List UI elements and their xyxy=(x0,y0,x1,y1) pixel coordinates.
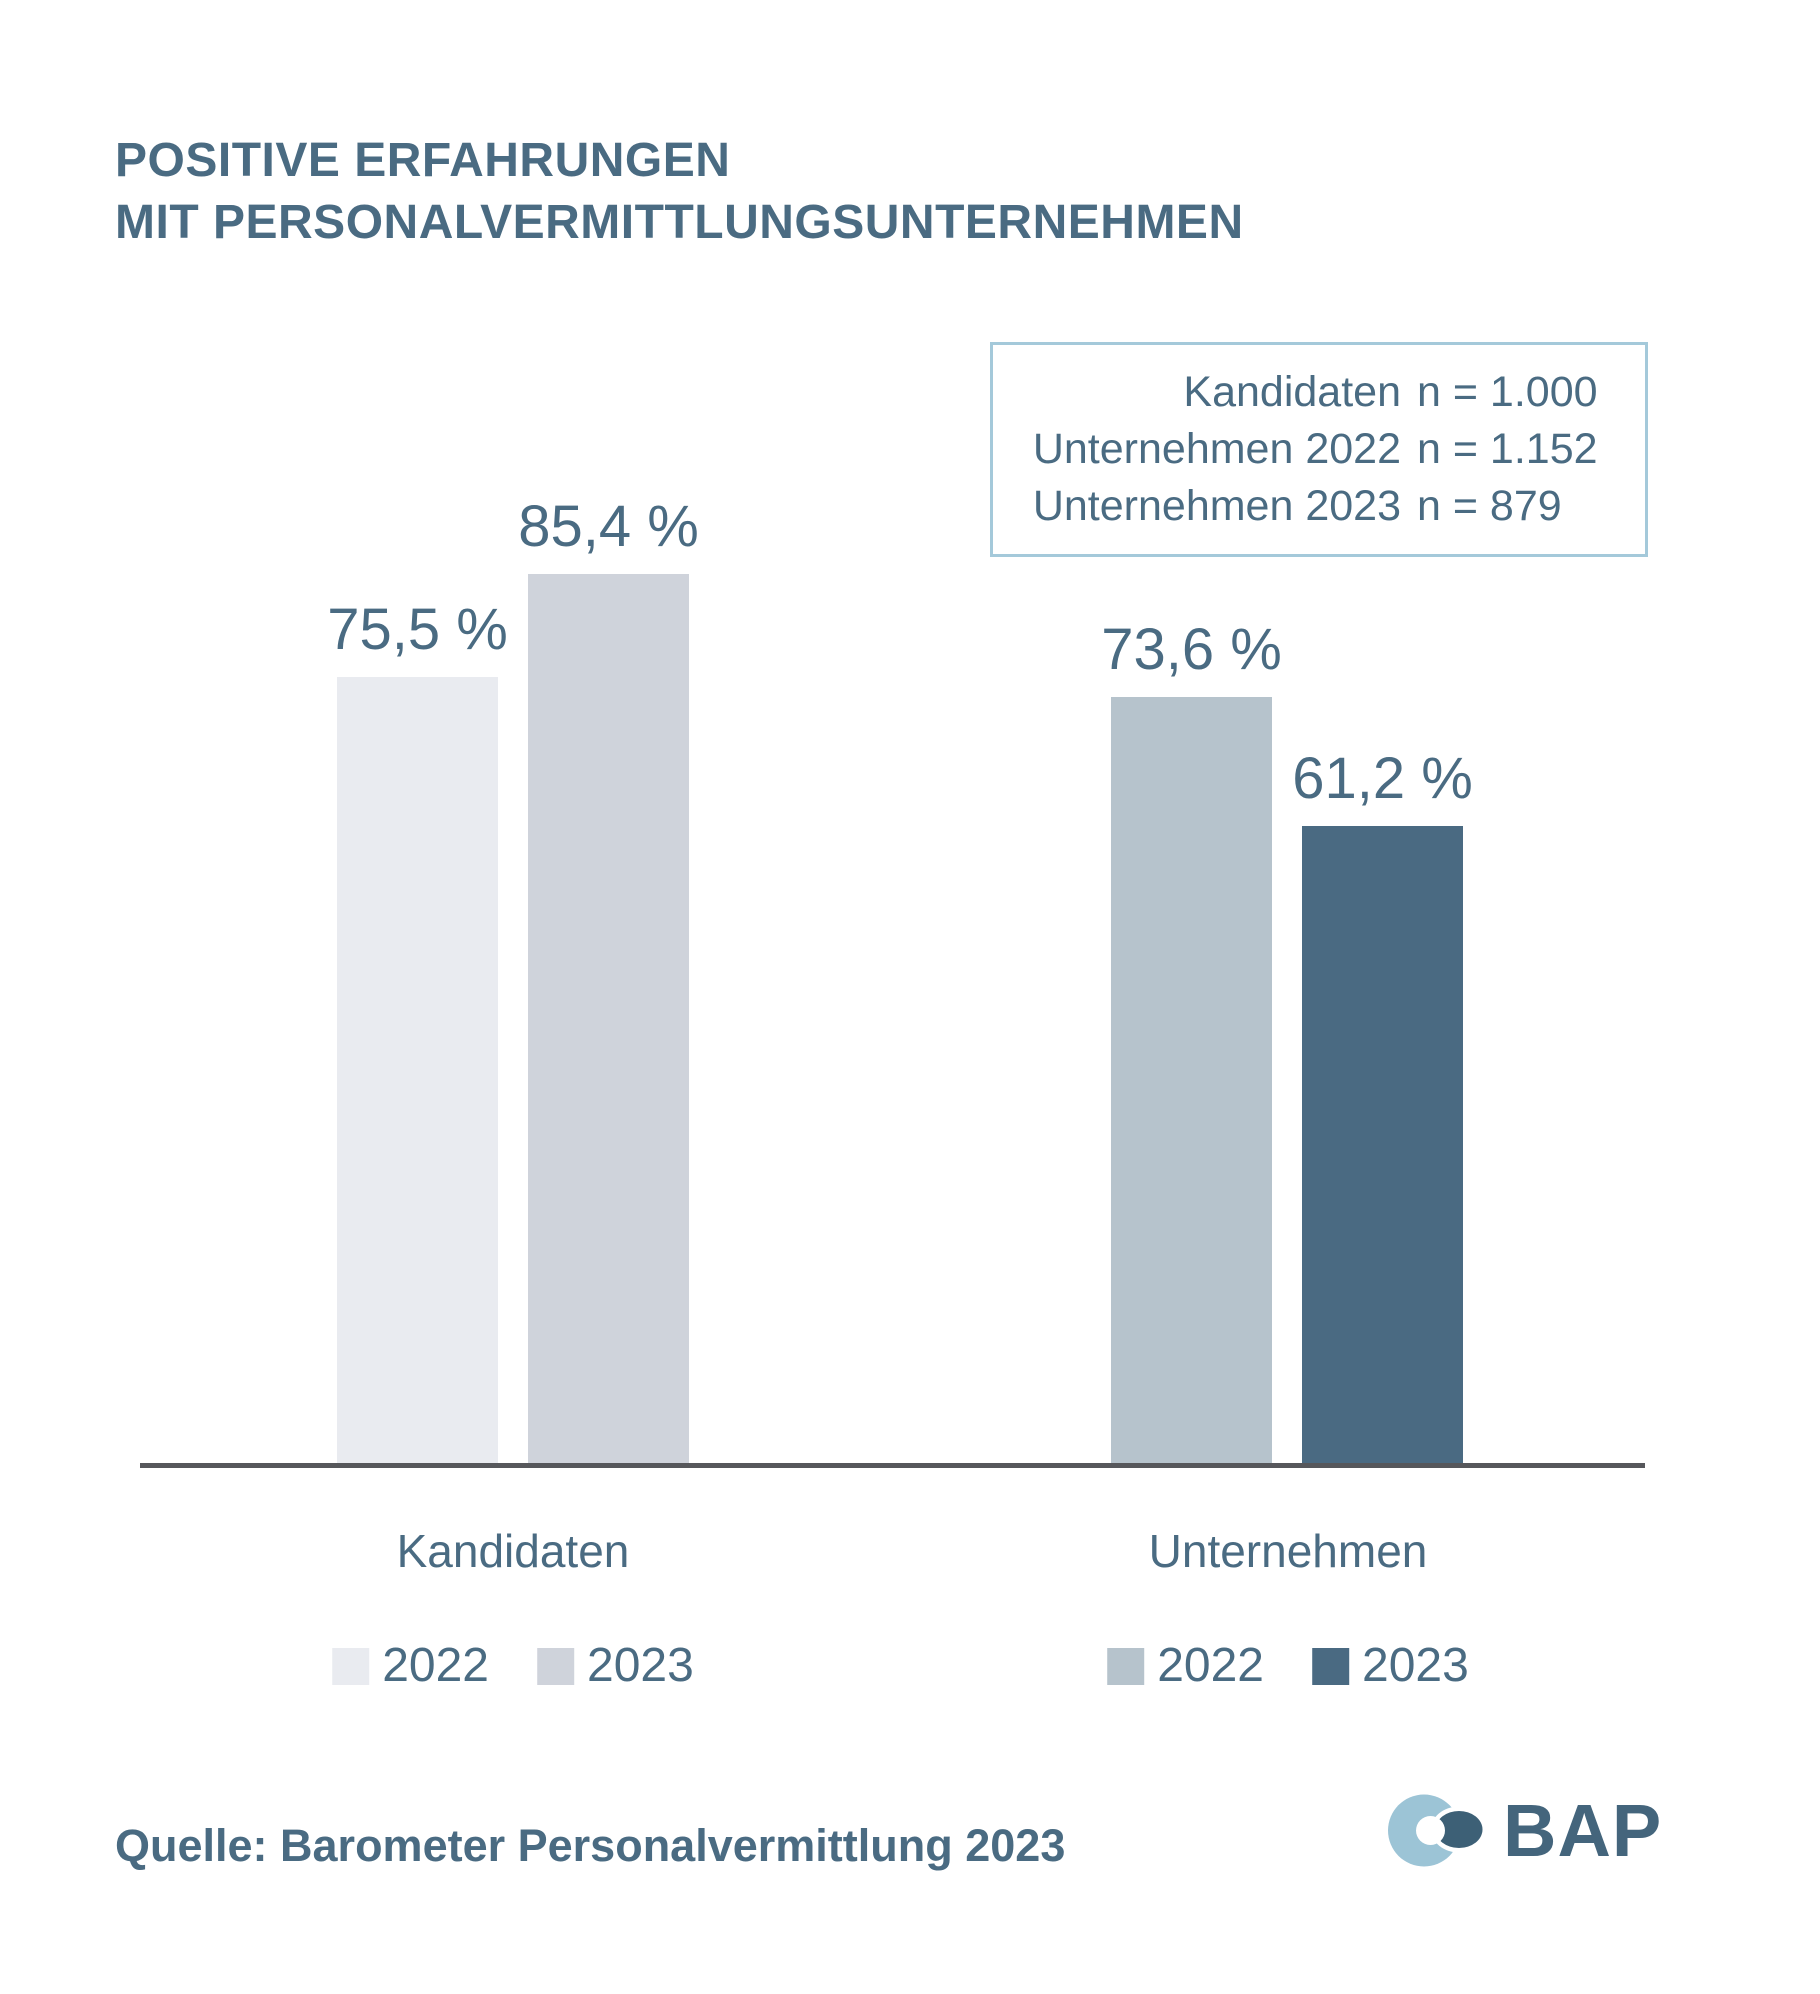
bar-rect xyxy=(1302,826,1463,1466)
bap-logo-icon xyxy=(1388,1794,1483,1867)
bar-rect xyxy=(1111,697,1272,1466)
legend-swatch-unternehmen-2022 xyxy=(1107,1647,1145,1685)
legend-swatch-kandidaten-2022 xyxy=(332,1647,370,1685)
legend-item: 2023 xyxy=(537,1642,694,1690)
sample-size-label: Unternehmen 2023 xyxy=(1032,482,1401,530)
legend-item: 2022 xyxy=(1107,1642,1264,1690)
bar-value-label: 61,2 % xyxy=(1292,746,1473,811)
legend-label: 2022 xyxy=(382,1639,489,1692)
bar-value-label: 75,5 % xyxy=(327,597,508,662)
page-title-line1: POSITIVE ERFAHRUNGEN xyxy=(115,134,731,187)
bar-unternehmen-2022: 73,6 % xyxy=(1101,621,1282,1466)
sample-size-row: Unternehmen 2023 n = 879 xyxy=(993,478,1617,535)
legend-label: 2023 xyxy=(1362,1639,1469,1692)
legend-unternehmen: 2022 2023 xyxy=(1107,1642,1469,1690)
bap-logo-text: BAP xyxy=(1503,1789,1663,1872)
legend-item: 2022 xyxy=(332,1642,489,1690)
bap-logo: BAP xyxy=(1383,1792,1662,1870)
page-title-line2: MIT PERSONALVERMITTLUNGSUNTERNEHMEN xyxy=(115,196,1244,249)
category-label-unternehmen: Unternehmen xyxy=(1148,1525,1428,1577)
sample-size-value: n = 1.152 xyxy=(1417,425,1598,473)
bar-rect xyxy=(528,574,689,1466)
legend-item: 2023 xyxy=(1312,1642,1469,1690)
sample-size-value: n = 1.000 xyxy=(1417,368,1598,416)
legend-swatch-unternehmen-2023 xyxy=(1312,1647,1349,1685)
sample-size-row: Kandidaten n = 1.000 xyxy=(993,364,1617,421)
page-title: POSITIVE ERFAHRUNGEN MIT PERSONALVERMITT… xyxy=(115,130,1244,254)
sample-size-label: Kandidaten xyxy=(1183,368,1401,416)
bar-rect xyxy=(337,677,498,1466)
x-axis-line xyxy=(140,1463,1645,1468)
bar-kandidaten-2023: 85,4 % xyxy=(518,498,699,1466)
sample-size-box: Kandidaten n = 1.000 Unternehmen 2022 n … xyxy=(990,342,1648,557)
source-caption: Quelle: Barometer Personalvermittlung 20… xyxy=(115,1820,1066,1871)
legend-swatch-kandidaten-2023 xyxy=(537,1647,574,1685)
bar-kandidaten-2022: 75,5 % xyxy=(327,601,508,1466)
sample-size-value: n = 879 xyxy=(1417,482,1562,530)
legend-label: 2022 xyxy=(1157,1639,1264,1692)
sample-size-row: Unternehmen 2022 n = 1.152 xyxy=(993,421,1617,478)
bar-value-label: 85,4 % xyxy=(518,494,699,559)
category-label-kandidaten: Kandidaten xyxy=(396,1525,630,1577)
legend-kandidaten: 2022 2023 xyxy=(332,1642,694,1690)
legend-label: 2023 xyxy=(587,1639,694,1692)
bar-unternehmen-2023: 61,2 % xyxy=(1292,750,1473,1466)
bar-value-label: 73,6 % xyxy=(1101,617,1282,682)
sample-size-label: Unternehmen 2022 xyxy=(1032,425,1401,473)
